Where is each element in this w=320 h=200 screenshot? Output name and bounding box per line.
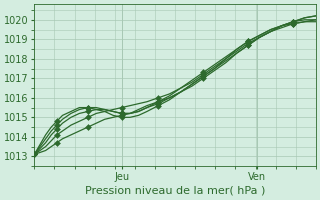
X-axis label: Pression niveau de la mer( hPa ): Pression niveau de la mer( hPa ) [85, 186, 265, 196]
